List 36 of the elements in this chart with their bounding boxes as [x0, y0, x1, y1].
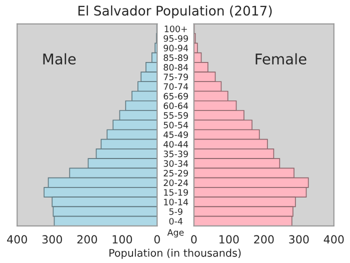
x-tick-label: 400 — [324, 235, 344, 244]
y-tick-label: 100+ — [164, 26, 187, 32]
y-tick-label: 70-74 — [164, 83, 188, 90]
x-tick-label: 0 — [154, 235, 160, 244]
chart-title: El Salvador Population (2017) — [78, 5, 272, 18]
y-tick-label: 85-89 — [164, 54, 188, 62]
annotation: Male — [43, 53, 76, 65]
x-tick-label: 300 — [42, 235, 62, 244]
y-tick-label: 50-54 — [164, 122, 188, 128]
y-tick-label: 10-14 — [164, 198, 188, 206]
y-tick-label: 90-94 — [164, 44, 188, 52]
x-tick-label: 0 — [191, 235, 197, 244]
y-tick-label: 35-39 — [164, 150, 188, 158]
annotation: Female — [256, 53, 306, 65]
y-tick-label: 0-4 — [169, 218, 182, 225]
y-tick-label: 30-34 — [164, 160, 188, 167]
y-tick-label: 15-19 — [164, 189, 188, 196]
x-tick-label: 100 — [220, 235, 239, 244]
y-tick-label: 75-79 — [164, 74, 188, 80]
y-tick-label: 5-9 — [169, 208, 182, 215]
y-tick-label: 60-64 — [164, 102, 188, 110]
y-tick-label: 80-84 — [164, 64, 188, 71]
x-tick-label: 200 — [254, 235, 274, 244]
y-tick-label: 95-99 — [164, 35, 188, 42]
x-tick-label: 100 — [112, 235, 132, 244]
y-tick-label: 55-59 — [164, 112, 188, 119]
y-tick-label: 40-44 — [164, 140, 188, 148]
x-tick-label: 400 — [7, 235, 28, 244]
x-tick-label: 300 — [289, 235, 309, 244]
y-tick-label: 45-49 — [164, 131, 188, 138]
y-tick-label: 25-29 — [164, 170, 188, 176]
x-tick-label: 200 — [77, 235, 98, 244]
y-axis-title: Age — [167, 229, 184, 238]
y-tick-label: 65-69 — [164, 92, 188, 100]
y-tick-label: 20-24 — [164, 179, 188, 186]
x-axis-title: Population (in thousands) — [109, 248, 241, 259]
